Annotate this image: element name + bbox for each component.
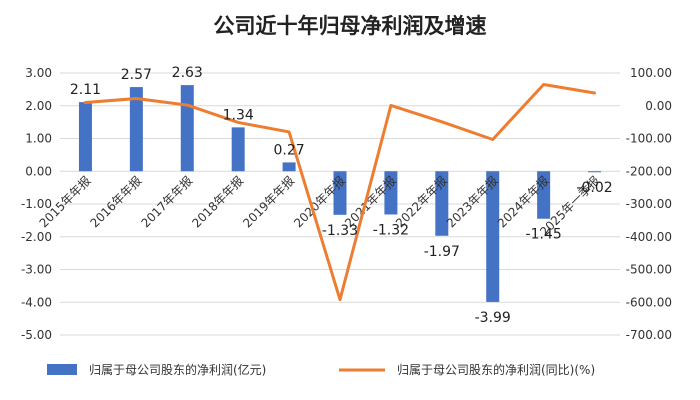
y-right-tick-label: -600.00 xyxy=(626,295,672,309)
y-right-tick-label: 0.00 xyxy=(645,99,672,113)
y-right-tick-label: -700.00 xyxy=(626,328,672,342)
y-left-tick-label: 2.00 xyxy=(25,99,52,113)
data-label: 2.57 xyxy=(121,67,152,83)
data-label: 0.27 xyxy=(274,142,305,158)
y-right-tick-label: -400.00 xyxy=(626,230,672,244)
x-category-label: 2018年年报 xyxy=(189,173,247,231)
bar xyxy=(588,171,602,173)
bar xyxy=(180,85,194,172)
data-label: -1.45 xyxy=(526,227,562,243)
data-label: 2.11 xyxy=(70,82,101,98)
data-label: -1.97 xyxy=(424,244,460,260)
bar xyxy=(78,102,92,172)
data-label: -1.32 xyxy=(373,222,409,238)
line-series-growth xyxy=(83,82,597,302)
bar xyxy=(333,171,347,215)
y-right-tick-label: -200.00 xyxy=(626,164,672,178)
bar xyxy=(537,171,551,219)
legend-label-line: 归属于母公司股东的净利润(同比)(%) xyxy=(397,362,595,377)
bar xyxy=(435,171,449,236)
x-category-label: 2019年年报 xyxy=(240,173,298,231)
y-left-tick-label: -2.00 xyxy=(21,230,52,244)
y-left-tick-label: 3.00 xyxy=(25,66,52,80)
y-left-tick-label: -5.00 xyxy=(21,328,52,342)
data-label: 2.63 xyxy=(172,65,203,81)
bar xyxy=(384,171,398,215)
y-left-tick-label: -3.00 xyxy=(21,263,52,277)
legend-swatch-bar xyxy=(47,364,77,375)
chart-title: 公司近十年归母净利润及增速 xyxy=(213,14,487,38)
x-category-label: 2017年年报 xyxy=(138,173,196,231)
data-label: 1.34 xyxy=(223,107,254,123)
data-label: -1.33 xyxy=(322,223,358,239)
data-label: -0.02 xyxy=(576,180,612,196)
bar xyxy=(282,162,296,172)
bar xyxy=(231,127,245,172)
data-label: -3.99 xyxy=(475,310,511,326)
y-left-tick-label: -4.00 xyxy=(21,295,52,309)
y-right-tick-label: -300.00 xyxy=(626,197,672,211)
y-left-tick-label: 0.00 xyxy=(25,164,52,178)
y-right-tick-label: 100.00 xyxy=(630,66,672,80)
legend-label-bar: 归属于母公司股东的净利润(亿元) xyxy=(89,362,266,377)
bar xyxy=(129,87,143,172)
y-left-tick-label: 1.00 xyxy=(25,132,52,146)
y-left-tick-label: -1.00 xyxy=(21,197,52,211)
y-right-tick-label: -100.00 xyxy=(626,132,672,146)
bar xyxy=(486,171,500,302)
y-right-tick-label: -500.00 xyxy=(626,263,672,277)
x-category-label: 2016年年报 xyxy=(87,173,145,231)
